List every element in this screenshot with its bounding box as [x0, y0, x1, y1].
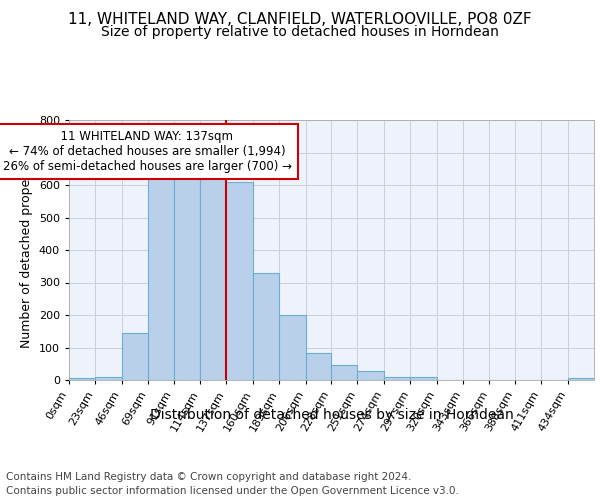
Bar	[384, 377, 410, 380]
Bar	[200, 176, 226, 380]
Bar	[331, 366, 358, 380]
Bar	[95, 377, 122, 380]
Text: Distribution of detached houses by size in Horndean: Distribution of detached houses by size …	[150, 408, 514, 422]
Bar	[253, 274, 279, 380]
Bar	[69, 378, 95, 380]
Bar	[305, 353, 331, 380]
Bar	[279, 315, 305, 380]
Bar	[226, 182, 253, 380]
Bar	[148, 172, 173, 380]
Bar	[122, 333, 148, 380]
Text: Size of property relative to detached houses in Horndean: Size of property relative to detached ho…	[101, 25, 499, 39]
Bar	[410, 377, 437, 380]
Bar	[358, 371, 384, 380]
Y-axis label: Number of detached properties: Number of detached properties	[20, 152, 33, 348]
Text: 11, WHITELAND WAY, CLANFIELD, WATERLOOVILLE, PO8 0ZF: 11, WHITELAND WAY, CLANFIELD, WATERLOOVI…	[68, 12, 532, 28]
Text: 11 WHITELAND WAY: 137sqm  
← 74% of detached houses are smaller (1,994)
26% of s: 11 WHITELAND WAY: 137sqm ← 74% of detach…	[2, 130, 292, 173]
Bar	[568, 378, 594, 380]
Text: Contains public sector information licensed under the Open Government Licence v3: Contains public sector information licen…	[6, 486, 459, 496]
Text: Contains HM Land Registry data © Crown copyright and database right 2024.: Contains HM Land Registry data © Crown c…	[6, 472, 412, 482]
Bar	[173, 174, 200, 380]
